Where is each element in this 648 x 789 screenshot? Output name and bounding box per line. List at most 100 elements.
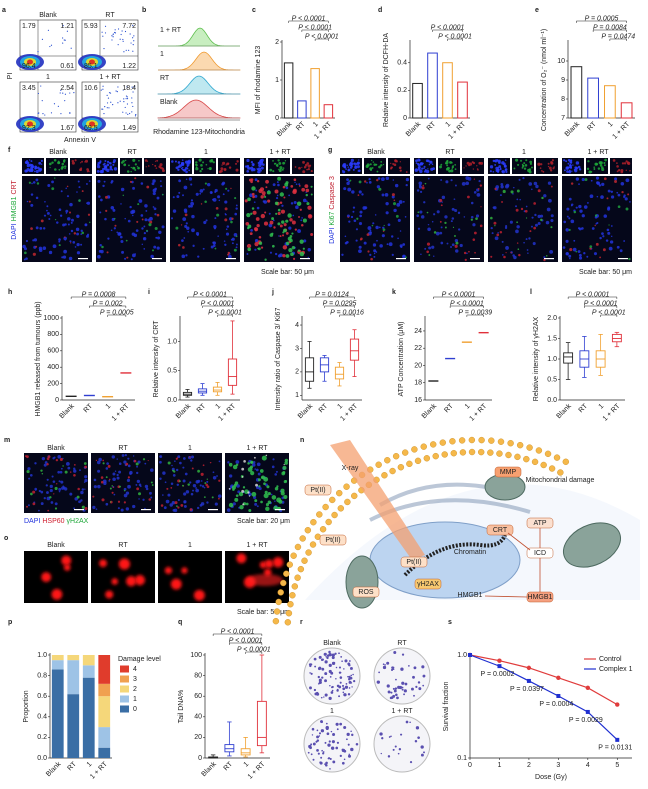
y-tick-label: 0.4 xyxy=(37,714,47,721)
cell-spot xyxy=(109,487,112,490)
event xyxy=(70,47,72,49)
cell-spot xyxy=(132,166,135,170)
colony xyxy=(341,660,343,662)
cell-spot xyxy=(626,161,630,165)
cell-spot xyxy=(200,480,203,482)
cell-spot xyxy=(61,486,65,490)
x-tick-label: Blank xyxy=(564,120,582,138)
cell-spot xyxy=(295,205,299,209)
colony xyxy=(350,747,354,752)
cell-spot xyxy=(608,246,613,251)
cell-spot xyxy=(392,202,397,206)
cell-spot xyxy=(519,198,521,201)
cell-spot xyxy=(358,221,363,226)
cell-spot xyxy=(149,216,153,221)
cell-spot xyxy=(176,505,178,508)
colony xyxy=(329,685,331,687)
bar xyxy=(427,52,438,119)
micrograph xyxy=(388,158,410,174)
cell-spot xyxy=(235,460,240,464)
colony xyxy=(342,687,346,691)
colony xyxy=(331,686,334,689)
cell-spot xyxy=(108,480,111,482)
cell-spot xyxy=(255,189,258,192)
lipid-head xyxy=(331,511,338,519)
panel-letter: q xyxy=(178,619,182,626)
cell-spot xyxy=(502,189,506,194)
cell-spot xyxy=(192,489,195,492)
cell-spot xyxy=(258,189,263,194)
cell-spot xyxy=(374,214,377,216)
cell-spot xyxy=(163,506,167,510)
scale-bar xyxy=(618,258,628,260)
cell-spot xyxy=(390,162,392,165)
colony xyxy=(340,655,343,658)
y-tick-label: 7 xyxy=(561,115,565,122)
cell-spot xyxy=(173,470,176,473)
cell-spot xyxy=(439,199,443,202)
event xyxy=(134,115,137,117)
cell-spot xyxy=(568,170,572,174)
cell-spot xyxy=(299,251,305,257)
colony xyxy=(388,736,391,738)
cell-spot xyxy=(148,223,152,227)
cell-spot xyxy=(216,213,220,217)
cell-spot xyxy=(589,245,593,249)
cell-spot xyxy=(539,167,542,169)
cell-spot xyxy=(187,160,191,165)
cell-spot xyxy=(58,240,61,243)
significance-bracket xyxy=(466,314,484,317)
cell-spot xyxy=(276,181,279,184)
cell-spot xyxy=(371,159,373,162)
cell-spot xyxy=(259,159,262,162)
cell-spot xyxy=(264,490,268,494)
cell-spot xyxy=(533,181,538,186)
colony xyxy=(317,667,321,671)
cell-spot xyxy=(450,179,453,182)
cell-spot xyxy=(448,169,451,173)
colony xyxy=(309,672,311,674)
x-tick-label: Blank xyxy=(175,402,193,420)
significance-bracket xyxy=(187,296,233,299)
quadrant-value: 7.72 xyxy=(122,23,136,30)
cell-spot xyxy=(455,249,459,253)
cell-spot xyxy=(250,160,254,164)
cell-spot xyxy=(111,455,116,459)
cell-spot xyxy=(512,186,515,189)
panel-letter: a xyxy=(2,7,6,14)
y-tick-label: 0.4 xyxy=(397,60,407,67)
p-value: P = 0.0005 xyxy=(585,15,619,22)
cell-spot xyxy=(87,213,91,216)
cell-spot xyxy=(224,243,227,246)
cell-spot xyxy=(603,177,607,181)
event xyxy=(37,51,39,53)
bar-segment xyxy=(98,727,111,748)
plot-title: 1 xyxy=(46,74,50,81)
cell-spot xyxy=(500,185,504,189)
cell-spot xyxy=(127,464,131,468)
cell-spot xyxy=(116,476,120,480)
lipid-head xyxy=(516,441,524,449)
event xyxy=(131,111,133,113)
cell-spot xyxy=(177,498,180,502)
cell-spot xyxy=(304,184,309,189)
cell-spot xyxy=(230,220,233,224)
colony xyxy=(321,676,324,679)
cell-spot xyxy=(180,167,183,170)
cell-spot xyxy=(102,459,105,462)
cell-spot xyxy=(195,161,198,164)
cell-spot xyxy=(124,257,127,260)
cell-spot xyxy=(104,159,107,162)
colony xyxy=(382,665,387,670)
cell-spot xyxy=(53,456,56,459)
cell-spot xyxy=(284,461,288,465)
cell-spot xyxy=(282,245,288,250)
cell-spot xyxy=(171,464,173,467)
cell-spot xyxy=(297,249,301,253)
cell-spot xyxy=(227,251,230,255)
event xyxy=(112,33,114,35)
cell-spot xyxy=(593,168,596,170)
cell-spot xyxy=(293,178,297,182)
event xyxy=(125,49,127,51)
cell-spot xyxy=(212,471,215,474)
